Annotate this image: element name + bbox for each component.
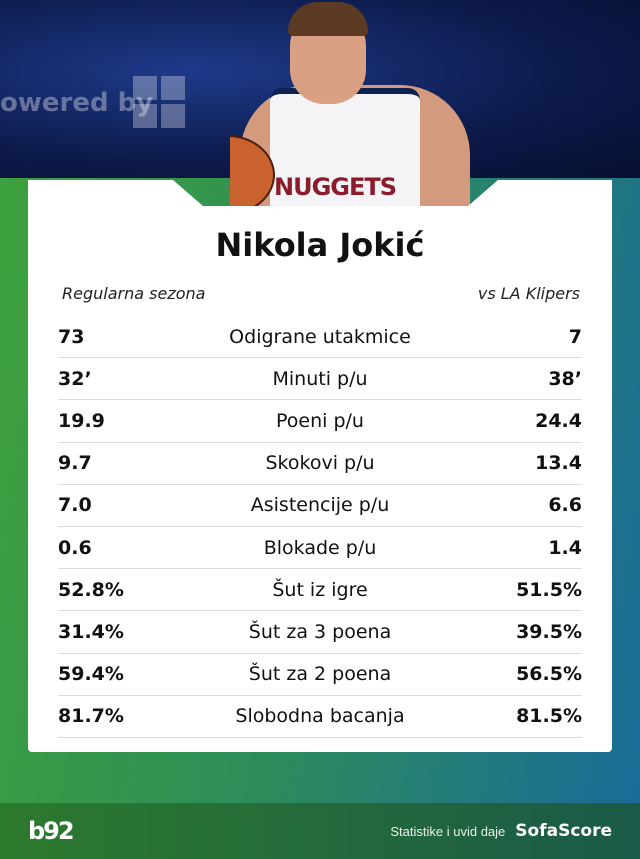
credit-text: Statistike i uvid daje	[390, 823, 506, 839]
stat-label: Slobodna bacanja	[235, 705, 405, 728]
jersey-text: NUGGETS	[274, 173, 397, 201]
stats-table: 73 Odigrane utakmice 7 32’ Minuti p/u 38’ 19.9…	[58, 316, 582, 738]
vs-value: 13.4	[535, 452, 582, 475]
player-figure: NUGGETS	[230, 0, 480, 206]
vs-value: 7	[568, 325, 582, 348]
stat-row: 81.7% Slobodna bacanja 81.5%	[58, 696, 582, 738]
season-value: 32’	[58, 367, 92, 390]
vs-value: 38’	[548, 367, 582, 390]
vs-value: 39.5%	[516, 620, 582, 643]
vs-value: 56.5%	[516, 663, 582, 686]
stat-label: Odigrane utakmice	[229, 325, 411, 348]
season-value: 31.4%	[58, 620, 124, 643]
stat-row: 19.9 Poeni p/u 24.4	[58, 400, 582, 443]
background-sponsor-text: owered by	[0, 88, 154, 118]
season-value: 73	[58, 325, 85, 348]
vs-value: 81.5%	[516, 705, 582, 728]
stat-label: Blokade p/u	[263, 536, 377, 559]
vs-value: 1.4	[548, 536, 582, 559]
stat-row: 73 Odigrane utakmice 7	[58, 316, 582, 359]
stat-label: Šut iz igre	[272, 578, 368, 601]
windows-logo	[133, 76, 185, 128]
footer: b92 Statistike i uvid daje SofaScore	[0, 803, 640, 859]
stat-label: Skokovi p/u	[265, 452, 375, 475]
stat-row: 31.4% Šut za 3 poena 39.5%	[58, 611, 582, 654]
stat-label: Asistencije p/u	[250, 494, 390, 517]
column-right-label: vs LA Klipers	[477, 284, 580, 303]
vs-value: 24.4	[535, 409, 582, 432]
player-name: Nikola Jokić	[215, 226, 425, 264]
stat-label: Šut za 3 poena	[248, 620, 392, 643]
stat-row: 52.8% Šut iz igre 51.5%	[58, 569, 582, 612]
vs-value: 51.5%	[516, 578, 582, 601]
stat-label: Poeni p/u	[276, 409, 364, 432]
column-left-label: Regularna sezona	[62, 284, 206, 303]
b92-logo: b92	[28, 817, 75, 845]
stat-row: 9.7 Skokovi p/u 13.4	[58, 443, 582, 485]
stat-row: 59.4% Šut za 2 poena 56.5%	[58, 654, 582, 696]
season-value: 7.0	[58, 494, 92, 517]
season-value: 52.8%	[58, 578, 124, 601]
stats-card	[28, 180, 612, 752]
season-value: 0.6	[58, 536, 92, 559]
stat-label: Minuti p/u	[272, 367, 368, 390]
stat-row: 32’ Minuti p/u 38’	[58, 358, 582, 401]
sofascore-logo: SofaScore	[515, 821, 612, 841]
vs-value: 6.6	[548, 494, 582, 517]
season-value: 59.4%	[58, 663, 124, 686]
stat-row: 0.6 Blokade p/u 1.4	[58, 527, 582, 570]
stat-row: 7.0 Asistencije p/u 6.6	[58, 485, 582, 527]
stat-label: Šut za 2 poena	[248, 663, 392, 686]
season-value: 9.7	[58, 452, 92, 475]
season-value: 81.7%	[58, 705, 124, 728]
season-value: 19.9	[58, 409, 105, 432]
